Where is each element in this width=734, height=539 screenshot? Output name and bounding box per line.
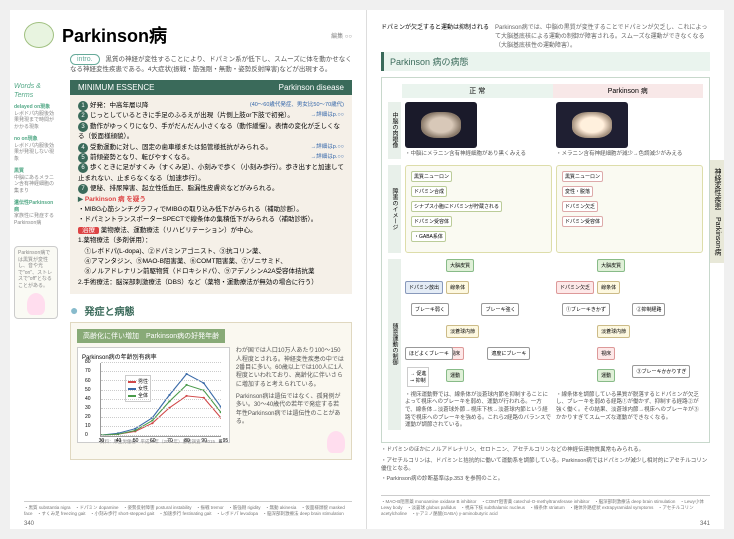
side-tab: 神経変性疾患 Parkinson病 <box>710 160 724 263</box>
row-label-3: 随意運動の制御 <box>388 259 401 430</box>
scan-pd <box>556 102 628 148</box>
flow-pd: 大脳皮質線条体ドパミン欠乏①ブレーキきかず②抑制経路淡蒼球内節視床③ブレーキかか… <box>556 259 703 389</box>
pr-header-note: Parkinson病では、中脳の黒質が変性することでドパミンが欠乏し、これによっ… <box>495 22 710 49</box>
page-number-right: 341 <box>700 521 710 527</box>
me-header-label: MINIMUM ESSENCE <box>78 83 154 92</box>
flow-normal: 大脳皮質線条体ドパミン放出ブレーキ弱くブレーキ強く淡蒼球内節視床ほどよくブレーキ… <box>405 259 552 389</box>
pathology-title: Parkinson 病の病態 <box>381 52 710 71</box>
pr-header: ドパミンが欠乏すると運動は抑制される <box>381 22 489 49</box>
col-normal: 正 常 <box>402 84 553 98</box>
page-title: Parkinson病 <box>62 22 167 48</box>
pathology-diagram: 正 常 Parkinson 病 中脳の肉眼像 ・中脳にメラニン含有神経細胞があり… <box>381 77 710 443</box>
page-spread: Parkinson病 編集 ○○ intro. 黒質の神経が変性することにより、… <box>10 10 724 529</box>
onset-text: わが国では人口10万人あたり100～150人程度とされる。神経変性疾患の中では2… <box>236 347 345 389</box>
section-onset: 発症と病態 <box>70 302 352 318</box>
nurse-icon <box>327 431 345 453</box>
row-label-0: 中脳の肉眼像 <box>388 102 401 159</box>
brain-icon <box>24 22 54 48</box>
onset-box: 高齢化に伴い増加 Parkinson病の好発年齢 Parkinson病の年齢別有… <box>70 322 352 460</box>
memo-box: Parkinson病では黒質が変性し、音や光で"on"、ストレスで"off"とな… <box>14 246 58 319</box>
minimum-essence: MINIMUM ESSENCE Parkinson disease 1好発：中高… <box>70 80 352 294</box>
onset-title: 高齢化に伴い増加 Parkinson病の好発年齢 <box>77 329 225 343</box>
onset-side: Parkinson病は遺伝ではなく、孤発例が多い。30～40歳代の若年で発症する… <box>236 393 345 427</box>
intro-tag: intro. <box>70 54 100 65</box>
author: 編集 ○○ <box>331 31 352 40</box>
wt-title: Words & Terms <box>14 82 58 100</box>
footer-terms-left: ・黒質 substantia nigra ・ドパミン dopamine ・姿勢反… <box>24 501 352 517</box>
col-pd: Parkinson 病 <box>553 84 704 98</box>
footer-terms-right: ・MAO-B阻害薬 monoamine oxidase B inhibitor … <box>381 495 710 517</box>
page-number-left: 340 <box>24 521 34 527</box>
scan-normal <box>405 102 477 148</box>
nurse-icon <box>27 293 45 315</box>
row-label-2: 障害のイメージ <box>388 165 401 253</box>
onset-chart: Parkinson病の年齢別有病率 男性女性全体 010203040506070… <box>77 347 230 443</box>
intro-text: 黒質の神経が変性することにより、ドパミン系が低下し、スムーズに体を動かせなくなる… <box>70 56 352 73</box>
chart-title: Parkinson病の年齢別有病率 <box>82 352 225 361</box>
neuron-pd: 黒質ニューロン変性・脱落ドパミン欠乏ドパミン受容体 <box>556 165 703 253</box>
right-page: 神経変性疾患 Parkinson病 ドパミンが欠乏すると運動は抑制される Par… <box>367 10 724 529</box>
neuron-normal: 黒質ニューロンドパミン合成シナプス小胞にドパミンが貯蔵されるドパミン受容体・GA… <box>405 165 552 253</box>
words-terms-sidebar: Words & Terms delayed on現象レボドパ内服後効果発現まで時… <box>14 82 58 319</box>
me-disease: Parkinson disease <box>279 83 344 92</box>
left-page: Parkinson病 編集 ○○ intro. 黒質の神経が変性することにより、… <box>10 10 367 529</box>
